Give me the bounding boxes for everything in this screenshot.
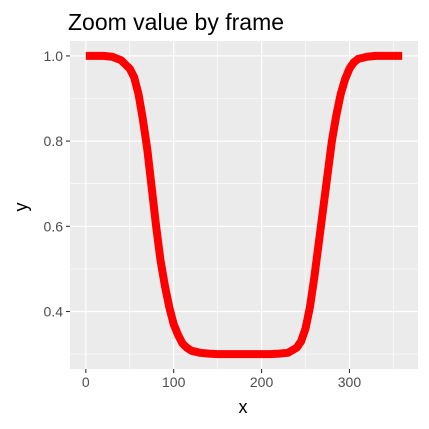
x-tick-label: 200 <box>250 374 274 390</box>
y-tick-label: 0.6 <box>44 218 64 234</box>
x-axis-title: x <box>239 397 248 417</box>
x-axis: 0 100 200 300 <box>82 369 361 390</box>
y-axis: 0.4 0.6 0.8 1.0 <box>44 48 70 319</box>
y-tick-label: 1.0 <box>44 48 64 64</box>
x-tick-label: 100 <box>162 374 186 390</box>
y-axis-title: y <box>11 203 31 212</box>
x-tick-label: 0 <box>82 374 90 390</box>
y-tick-label: 0.8 <box>44 133 64 149</box>
chart-title: Zoom value by frame <box>68 9 284 35</box>
y-tick-label: 0.4 <box>44 303 64 319</box>
plot-panel <box>70 41 418 369</box>
x-tick-label: 300 <box>338 374 362 390</box>
series-line-0 <box>85 51 403 359</box>
series-layer <box>85 51 403 359</box>
